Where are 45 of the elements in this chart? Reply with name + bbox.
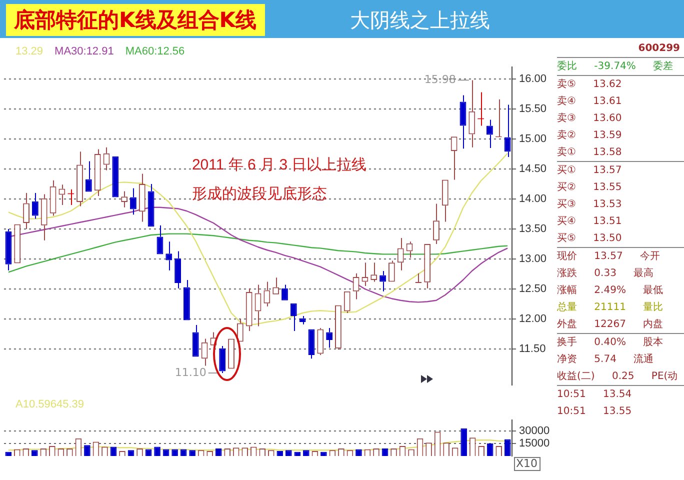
text: A10.59645.39 (16, 398, 84, 411)
y-tick-label: 13.00 (519, 253, 547, 266)
chart-subtitle: 大阴线之上拉线 (350, 7, 490, 34)
annotation: 11.10 (174, 366, 206, 379)
text: 收益(二) 0.25 PE(动 (557, 370, 679, 384)
text: 卖① 13.58 (557, 146, 623, 160)
text: 买① 13.57 (557, 162, 684, 179)
text: MA30:12.91 (54, 46, 114, 58)
y-tick-label: 15.50 (519, 103, 547, 116)
text: 净资 5.74 流通 (557, 352, 655, 367)
text: 卖② 13.59 (557, 128, 623, 143)
text: 10:51 13.55 (557, 405, 633, 419)
text: 卖③ 13.60 (557, 112, 623, 126)
text: MA60:12.56 (125, 46, 185, 58)
text: 外盘 12267 内盘 (557, 318, 664, 332)
y-tick-label: 15000 (519, 437, 550, 450)
annotation: 15.98 (424, 73, 456, 86)
annotation: 形成的波段见底形态 (192, 185, 327, 202)
text: 600299 (637, 42, 681, 56)
text: 涨幅 2.49% 最低 (557, 284, 664, 298)
text: 10:51 13.54 (557, 386, 684, 403)
text: 买⑤ 13.50 (557, 232, 623, 246)
chart-title: 底部特征的K线及组合K线 (6, 4, 265, 36)
text: 13.29 (16, 46, 44, 58)
annotation: 2011 年 6 月 3 日以上拉线 (192, 156, 367, 174)
y-tick-label: 11.50 (519, 343, 546, 356)
y-tick-label: 14.00 (519, 193, 547, 206)
text: 委比 -39.74% 委差 (557, 58, 684, 75)
text: X10 (516, 456, 538, 470)
text: 卖④ 13.61 (557, 94, 623, 109)
text: 买② 13.55 (557, 181, 623, 195)
text: 买③ 13.53 (557, 198, 623, 212)
text: 涨跌 0.33 最高 (557, 266, 655, 281)
text: 现价 13.57 今开 (557, 248, 684, 265)
y-tick-label: 12.50 (519, 283, 547, 296)
y-tick-label: 30000 (519, 424, 550, 437)
y-tick-label: 16.00 (519, 73, 547, 86)
text: 总量 21111 量比 (557, 300, 664, 315)
y-tick-label: 13.50 (519, 223, 547, 236)
y-tick-label: 14.50 (519, 163, 547, 176)
text: 卖⑤ 13.62 (557, 76, 684, 93)
y-tick-label: 15.00 (519, 133, 547, 146)
text: 换手 0.40% 股本 (557, 334, 684, 351)
y-tick-label: 12.00 (519, 313, 547, 326)
text: 买④ 13.51 (557, 215, 623, 229)
